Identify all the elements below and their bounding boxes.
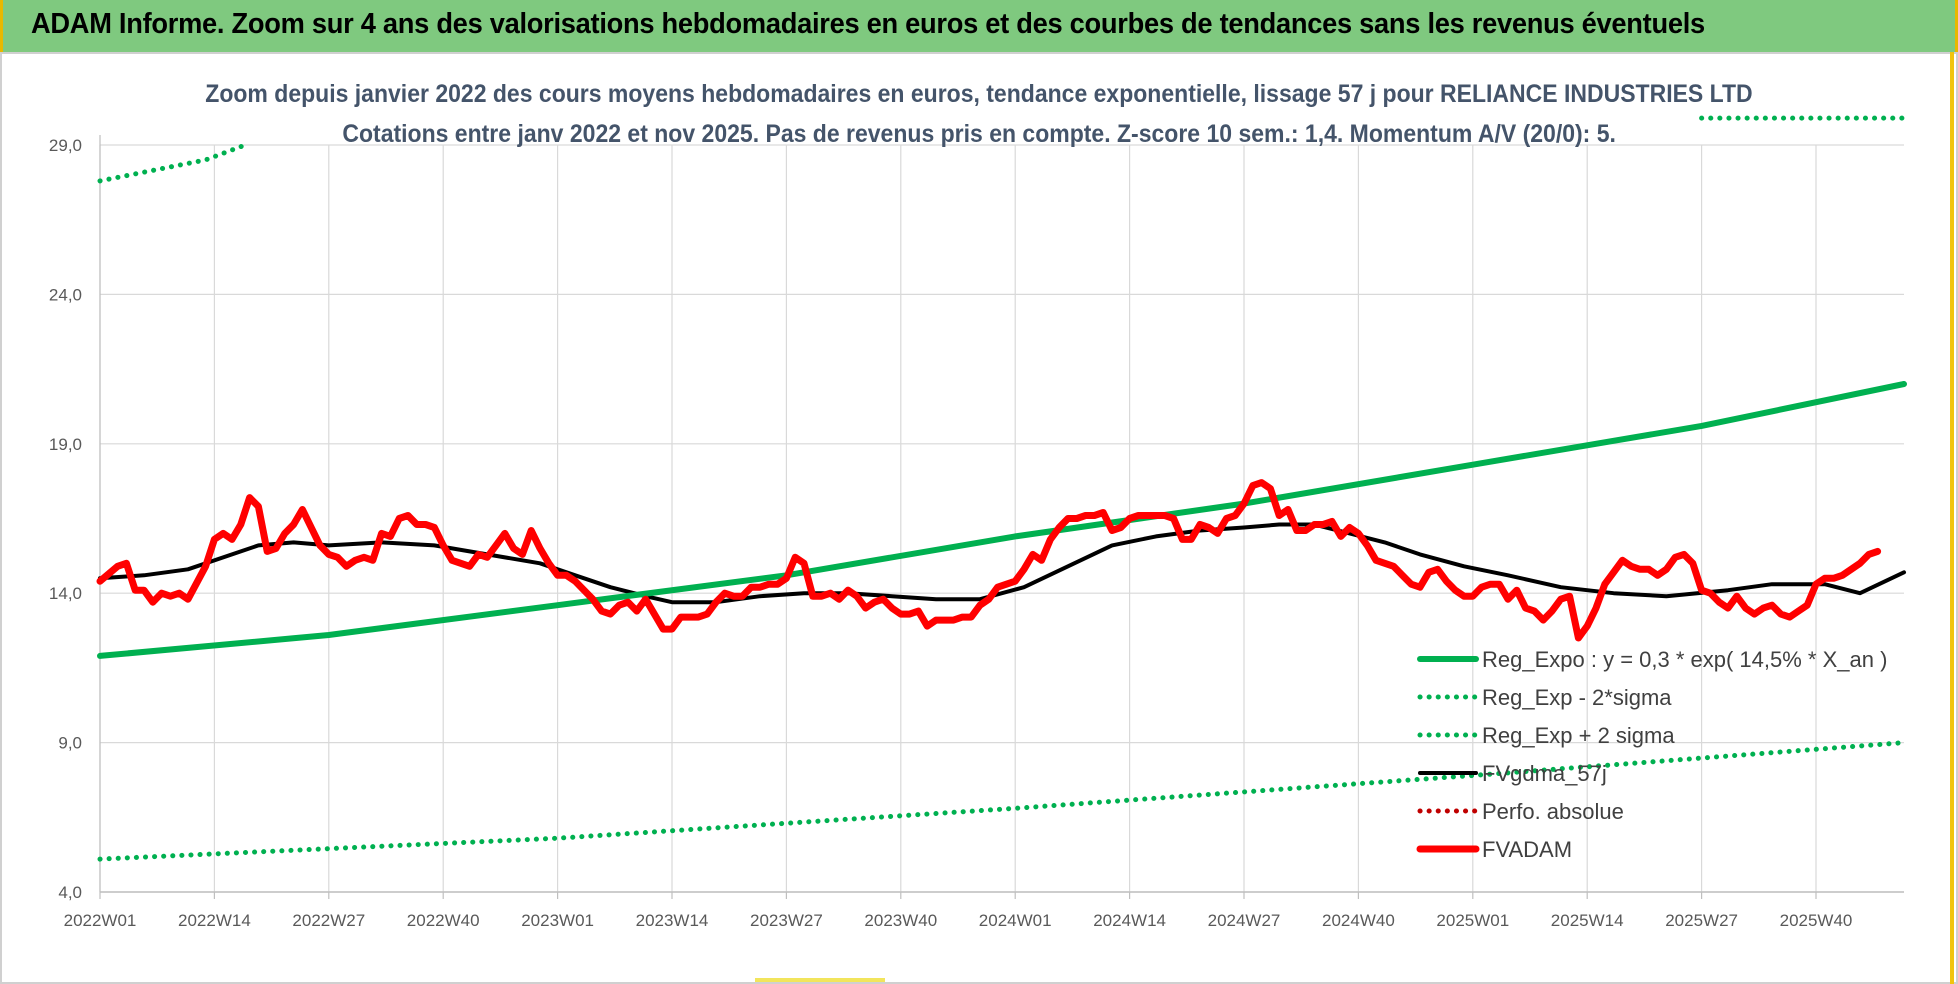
right-accent-bar bbox=[1950, 52, 1954, 984]
x-tick-label: 2022W14 bbox=[178, 911, 251, 930]
series-line-fvadam bbox=[96, 479, 1882, 642]
chart-title-line-1-text: Zoom depuis janvier 2022 des cours moyen… bbox=[205, 80, 1753, 108]
x-tick-label: 2025W27 bbox=[1665, 911, 1738, 930]
x-tick-label: 2023W27 bbox=[750, 911, 823, 930]
chart-title-line-1: Zoom depuis janvier 2022 des cours moyen… bbox=[0, 80, 1958, 109]
x-tick-label: 2025W01 bbox=[1436, 911, 1509, 930]
y-tick-label: 24,0 bbox=[49, 285, 82, 304]
x-tick-label: 2022W27 bbox=[292, 911, 365, 930]
legend-label: Reg_Expo : y = 0,3 * exp( 14,5% * X_an ) bbox=[1482, 647, 1887, 672]
report-banner: ADAM Informe. Zoom sur 4 ans des valoris… bbox=[0, 0, 1958, 52]
chart-title-line-2: Cotations entre janv 2022 et nov 2025. P… bbox=[0, 120, 1958, 149]
y-tick-label: 9,0 bbox=[58, 734, 82, 753]
chart-frame bbox=[0, 52, 1958, 984]
series-line-reg-expo-y-0-3-exp-14-5-x-an bbox=[97, 381, 1907, 659]
legend-label: Perfo. absolue bbox=[1482, 799, 1624, 824]
x-tick-label: 2024W40 bbox=[1322, 911, 1395, 930]
legend-label: Reg_Exp + 2 sigma bbox=[1482, 723, 1675, 748]
series bbox=[96, 115, 1907, 862]
series-line-reg-exp-2-sigma bbox=[97, 115, 1907, 184]
bottom-accent-bar bbox=[755, 978, 885, 982]
x-tick-label: 2022W40 bbox=[407, 911, 480, 930]
y-tick-label: 4,0 bbox=[58, 883, 82, 902]
legend-label: FVADAM bbox=[1482, 837, 1572, 862]
x-tick-label: 2024W14 bbox=[1093, 911, 1166, 930]
x-tick-label: 2023W40 bbox=[864, 911, 937, 930]
x-tick-label: 2023W01 bbox=[521, 911, 594, 930]
y-tick-label: 19,0 bbox=[49, 435, 82, 454]
grid bbox=[99, 144, 1904, 893]
axes: 4,0 9,0 14,0 19,0 24,0 29,0 2022W01 2022W14 2022… bbox=[49, 135, 1904, 930]
x-tick-label: 2024W27 bbox=[1208, 911, 1281, 930]
report-title: ADAM Informe. Zoom sur 4 ans des valoris… bbox=[31, 8, 1705, 40]
chart-title-line-2-text: Cotations entre janv 2022 et nov 2025. P… bbox=[342, 120, 1616, 148]
x-tick-label: 2025W14 bbox=[1551, 911, 1624, 930]
series-line-reg-exp-2-sigma bbox=[97, 740, 1907, 862]
x-tick-label: 2022W01 bbox=[64, 911, 137, 930]
y-tick-label: 14,0 bbox=[49, 584, 82, 603]
y-tick-label: 29,0 bbox=[49, 136, 82, 155]
legend-label: FVgdma_57j bbox=[1482, 761, 1607, 786]
x-tick-label: 2024W01 bbox=[979, 911, 1052, 930]
x-tick-label: 2025W40 bbox=[1780, 911, 1853, 930]
legend: Reg_Expo : y = 0,3 * exp( 14,5% * X_an )… bbox=[1416, 647, 1887, 862]
legend-label: Reg_Exp - 2*sigma bbox=[1482, 685, 1672, 710]
x-tick-label: 2023W14 bbox=[636, 911, 709, 930]
